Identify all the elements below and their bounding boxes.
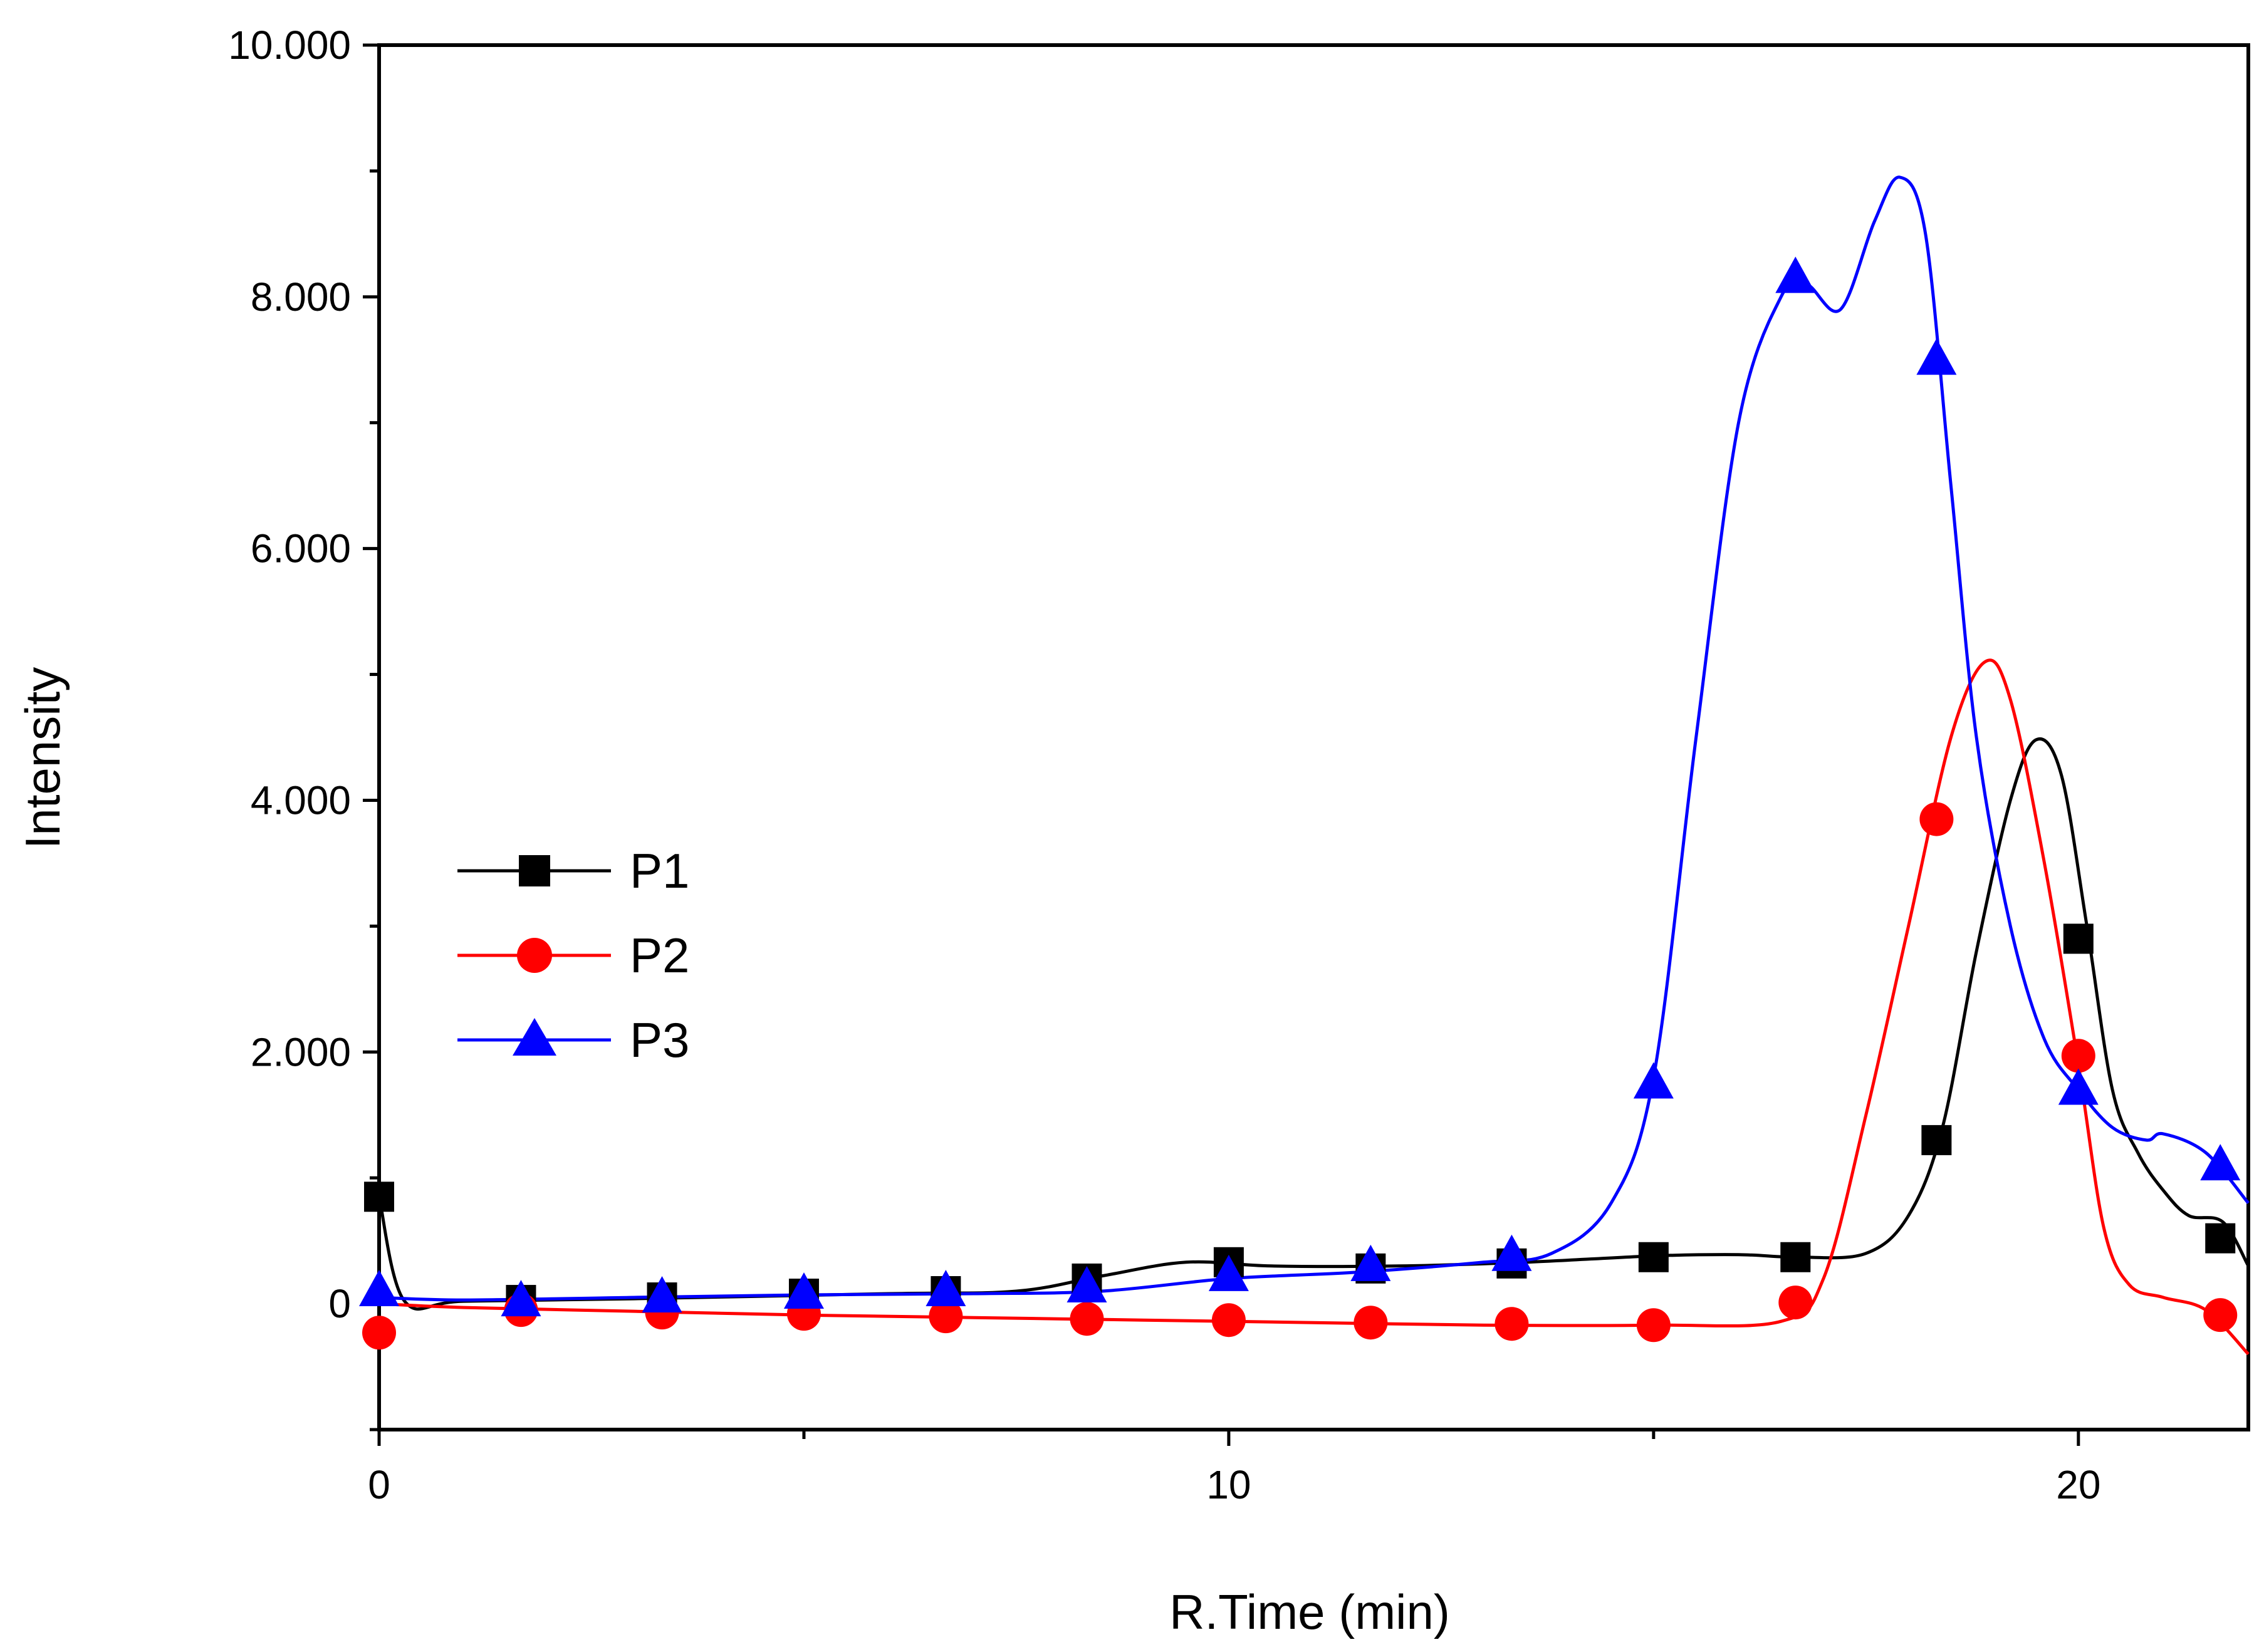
y-tick-label: 10.000 [228,23,351,68]
x-tick-label: 20 [2056,1462,2100,1507]
data-point-p1 [2063,923,2094,954]
data-point-p3 [2058,1068,2099,1105]
data-point-p2 [1070,1302,1104,1336]
data-point-p3 [1350,1244,1391,1281]
data-point-p2 [929,1299,963,1334]
data-point-p3 [359,1270,399,1306]
data-point-p1 [2205,1223,2236,1254]
legend-item-p1: P1 [457,843,689,898]
data-point-p3 [1491,1234,1532,1271]
legend: P1 P2 P3 [457,843,689,1068]
data-point-p3 [1916,338,1957,375]
data-point-p3 [501,1280,541,1317]
data-point-p2 [1919,802,1954,836]
data-point-p3 [1633,1062,1674,1099]
data-point-p2 [2203,1298,2238,1333]
data-point-p2 [2061,1039,2095,1073]
legend-label-p2: P2 [630,928,689,983]
data-point-p2 [1354,1306,1388,1340]
y-tick-label: 6.000 [251,526,351,571]
data-point-p2 [1636,1308,1671,1343]
y-tick-label: 0 [328,1281,351,1326]
data-point-p1 [1638,1242,1669,1272]
data-point-p2 [1778,1286,1813,1320]
series-line-p2 [378,658,2250,1356]
y-tick-label: 4.000 [251,777,351,823]
data-point-p1 [1780,1242,1811,1272]
y-axis-title: Intensity [15,667,70,849]
data-point-p3 [926,1270,966,1306]
x-tick-label: 10 [1206,1462,1251,1507]
legend-marker-p2 [517,938,552,973]
data-point-p2 [1211,1303,1246,1338]
x-axis-title: R.Time (min) [1169,1584,1450,1639]
data-point-p3 [1067,1265,1107,1302]
x-tick-label: 0 [368,1462,390,1507]
y-tick-label: 8.000 [251,274,351,319]
data-point-p3 [642,1276,682,1313]
legend-item-p3: P3 [457,1012,689,1068]
series-line-p3 [378,175,2250,1302]
legend-label-p3: P3 [630,1012,689,1068]
data-point-p2 [362,1316,396,1350]
data-point-p3 [1208,1254,1249,1291]
y-tick-label: 2.000 [251,1029,351,1074]
legend-item-p2: P2 [457,928,689,983]
plot-frame [377,43,2250,1431]
data-point-p2 [1495,1307,1529,1341]
data-point-p3 [2200,1144,2241,1181]
data-point-p1 [364,1182,394,1212]
data-point-p1 [1921,1125,1952,1155]
legend-label-p1: P1 [630,843,689,898]
data-point-p3 [1775,256,1816,293]
legend-marker-p1 [519,855,550,886]
legend-marker-p3 [513,1018,556,1056]
data-point-p3 [783,1272,824,1309]
